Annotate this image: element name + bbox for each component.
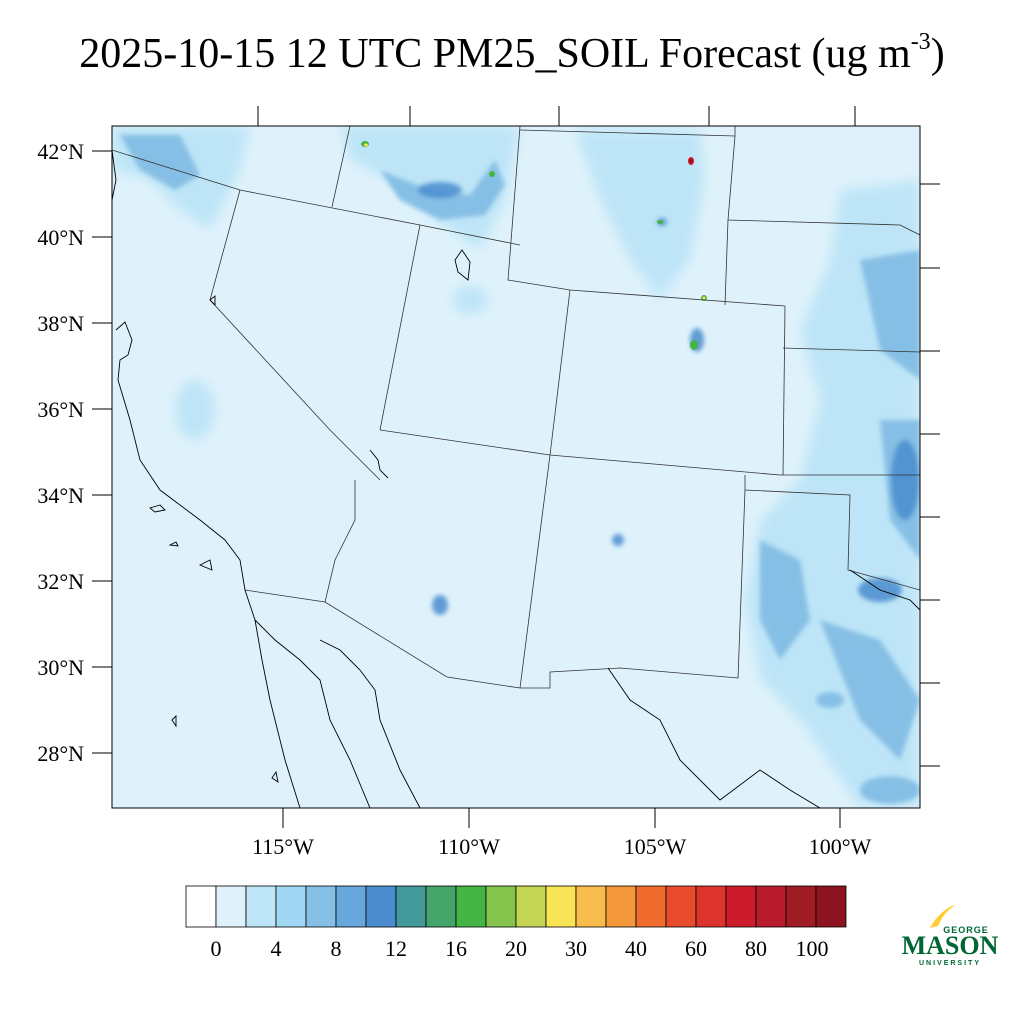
colorbar-label: 20 bbox=[505, 936, 527, 961]
left-ticks bbox=[92, 150, 112, 754]
colorbar-swatch bbox=[515, 885, 547, 928]
colorbar-swatch bbox=[725, 885, 757, 928]
colorbar-swatch bbox=[215, 885, 247, 928]
lon-label: 115°W bbox=[252, 834, 314, 859]
logo-line2: MASON bbox=[902, 931, 999, 960]
title-main: 2025-10-15 12 UTC PM25_SOIL Forecast (ug… bbox=[79, 31, 911, 77]
colorbar-swatch bbox=[185, 885, 217, 928]
colorbar-label: 60 bbox=[685, 936, 707, 961]
colorbar-label: 0 bbox=[211, 936, 222, 961]
colorbar-label: 80 bbox=[745, 936, 767, 961]
title-superscript: -3 bbox=[910, 29, 931, 55]
colorbar-swatch bbox=[785, 885, 817, 928]
lat-label: 32°N bbox=[37, 569, 84, 594]
lat-label: 28°N bbox=[37, 741, 84, 766]
colorbar-label: 4 bbox=[271, 936, 282, 961]
colorbar-swatch bbox=[335, 885, 367, 928]
colorbar-swatch bbox=[395, 885, 427, 928]
colorbar-swatch bbox=[365, 885, 397, 928]
lat-label: 42°N bbox=[37, 139, 84, 164]
colorbar-swatch bbox=[425, 885, 457, 928]
lat-label: 30°N bbox=[37, 655, 84, 680]
colorbar-swatch bbox=[455, 885, 487, 928]
logo-line3: UNIVERSITY bbox=[919, 960, 981, 967]
lon-label: 110°W bbox=[438, 834, 500, 859]
colorbar-swatch bbox=[605, 885, 637, 928]
lon-label: 100°W bbox=[809, 834, 872, 859]
colorbar-swatch bbox=[245, 885, 277, 928]
colorbar-swatch bbox=[575, 885, 607, 928]
longitude-labels: 115°W 110°W 105°W 100°W bbox=[252, 834, 871, 859]
lat-label: 34°N bbox=[37, 483, 84, 508]
logo-line1: GEORGE bbox=[943, 925, 989, 935]
colorbar-swatch bbox=[815, 885, 847, 928]
page-title: 2025-10-15 12 UTC PM25_SOIL Forecast (ug… bbox=[0, 30, 1024, 78]
lat-label: 40°N bbox=[37, 225, 84, 250]
top-ticks bbox=[257, 106, 856, 126]
colorbar bbox=[185, 885, 847, 928]
title-close: ) bbox=[930, 31, 945, 77]
colorbar-label: 12 bbox=[385, 936, 407, 961]
colorbar-swatch bbox=[665, 885, 697, 928]
colorbar-label: 16 bbox=[445, 936, 467, 961]
colorbar-label: 40 bbox=[625, 936, 647, 961]
lon-label: 105°W bbox=[624, 834, 687, 859]
colorbar-label: 8 bbox=[331, 936, 342, 961]
coastlines bbox=[112, 149, 920, 808]
colorbar-swatch bbox=[695, 885, 727, 928]
colorbar-label: 30 bbox=[565, 936, 587, 961]
colorbar-labels: 0 4 8 12 16 20 30 40 60 80 100 bbox=[211, 936, 829, 961]
colorbar-swatch bbox=[755, 885, 787, 928]
logo-swoosh bbox=[930, 904, 956, 928]
colorbar-swatch bbox=[305, 885, 337, 928]
bottom-ticks bbox=[282, 808, 841, 828]
colorbar-swatch bbox=[275, 885, 307, 928]
gmu-logo: GEORGE MASON UNIVERSITY bbox=[902, 904, 999, 967]
colorbar-label: 100 bbox=[796, 936, 829, 961]
colorbar-swatch bbox=[545, 885, 577, 928]
map-frame bbox=[111, 125, 921, 809]
right-ticks bbox=[920, 183, 940, 767]
colorbar-swatch bbox=[635, 885, 667, 928]
colorbar-swatch bbox=[485, 885, 517, 928]
state-borders bbox=[112, 126, 920, 689]
lat-label: 36°N bbox=[37, 397, 84, 422]
lat-label: 38°N bbox=[37, 311, 84, 336]
latitude-labels: 42°N 40°N 38°N 36°N 34°N 32°N 30°N 28°N bbox=[37, 139, 84, 766]
